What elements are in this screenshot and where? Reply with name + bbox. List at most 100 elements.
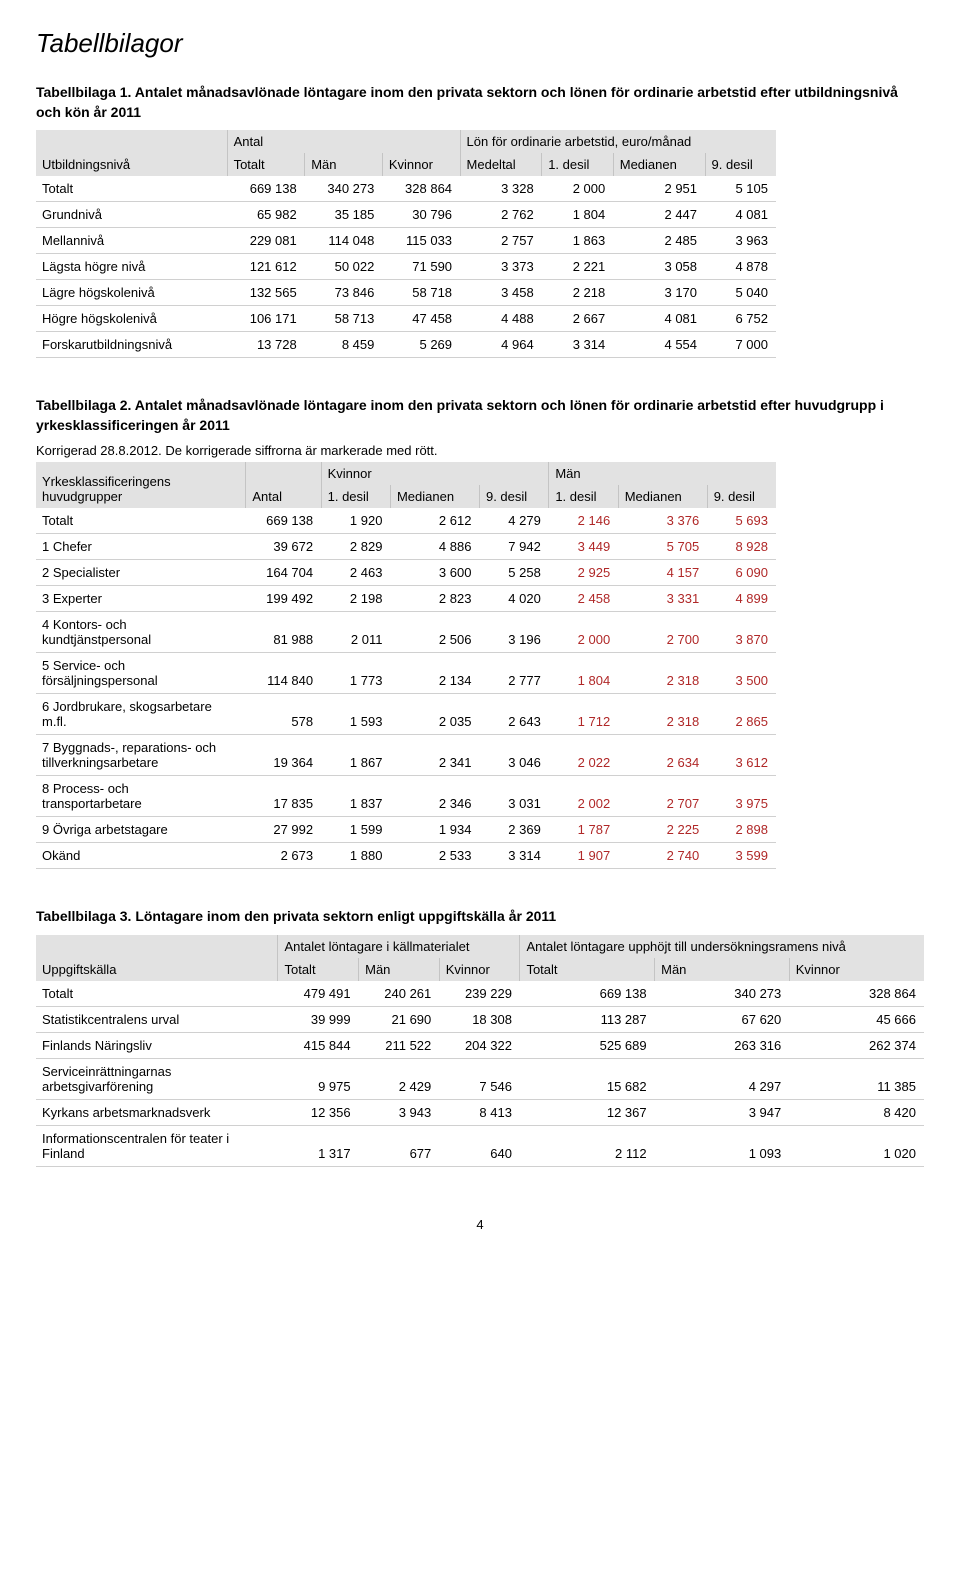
t2-h2-3: 1. desil: [549, 485, 618, 508]
cell: 2 700: [618, 612, 707, 653]
table-row: Forskarutbildningsnivå13 7288 4595 2694 …: [36, 332, 776, 358]
cell: 5 269: [382, 332, 460, 358]
cell: 1 317: [278, 1125, 359, 1166]
cell: 2 740: [618, 843, 707, 869]
cell: 2 707: [618, 776, 707, 817]
row-label: 8 Process- och transportarbetare: [36, 776, 246, 817]
table-row: Informationscentralen för teater i Finla…: [36, 1125, 924, 1166]
row-label: Finlands Näringsliv: [36, 1032, 278, 1058]
cell: 1 920: [321, 508, 390, 534]
page-title: Tabellbilagor: [36, 28, 924, 59]
cell: 2 218: [542, 280, 614, 306]
t3-h-g1: Antalet löntagare i källmaterialet: [278, 935, 520, 958]
row-label: Grundnivå: [36, 202, 227, 228]
cell: 12 356: [278, 1099, 359, 1125]
cell: 2 000: [542, 176, 614, 202]
cell: 50 022: [305, 254, 383, 280]
table-row: 9 Övriga arbetstagare27 9921 5991 9342 3…: [36, 817, 776, 843]
cell: 2 506: [390, 612, 479, 653]
cell: 2 829: [321, 534, 390, 560]
table-row: 3 Experter199 4922 1982 8234 0202 4583 3…: [36, 586, 776, 612]
cell: 204 322: [439, 1032, 520, 1058]
cell: 239 229: [439, 981, 520, 1007]
cell: 3 314: [542, 332, 614, 358]
row-label: Lägre högskolenivå: [36, 280, 227, 306]
cell: 328 864: [789, 981, 924, 1007]
cell: 5 705: [618, 534, 707, 560]
table3-header-row1: Uppgiftskälla Antalet löntagare i källma…: [36, 935, 924, 958]
t1-h-utbildningsniva: Utbildningsnivå: [36, 130, 227, 176]
row-label: Totalt: [36, 981, 278, 1007]
table-row: 5 Service- och försäljningspersonal114 8…: [36, 653, 776, 694]
cell: 27 992: [246, 817, 321, 843]
cell: 81 988: [246, 612, 321, 653]
cell: 106 171: [227, 306, 305, 332]
cell: 39 672: [246, 534, 321, 560]
cell: 1 880: [321, 843, 390, 869]
t3-h-kalla: Uppgiftskälla: [36, 935, 278, 981]
table-row: 4 Kontors- och kundtjänstpersonal81 9882…: [36, 612, 776, 653]
cell: 1 773: [321, 653, 390, 694]
cell: 7 942: [479, 534, 548, 560]
table-row: 7 Byggnads-, reparations- och tillverkni…: [36, 735, 776, 776]
table1-header-row1: Utbildningsnivå Antal Lön för ordinarie …: [36, 130, 776, 153]
cell: 4 899: [707, 586, 776, 612]
cell: 2 667: [542, 306, 614, 332]
cell: 3 170: [613, 280, 705, 306]
cell: 340 273: [655, 981, 790, 1007]
cell: 47 458: [382, 306, 460, 332]
row-label: Högre högskolenivå: [36, 306, 227, 332]
cell: 1 863: [542, 228, 614, 254]
cell: 262 374: [789, 1032, 924, 1058]
table3: Uppgiftskälla Antalet löntagare i källma…: [36, 935, 924, 1167]
cell: 199 492: [246, 586, 321, 612]
cell: 67 620: [655, 1006, 790, 1032]
cell: 3 196: [479, 612, 548, 653]
cell: 2 925: [549, 560, 618, 586]
t2-h2-4: Medianen: [618, 485, 707, 508]
cell: 35 185: [305, 202, 383, 228]
cell: 211 522: [359, 1032, 440, 1058]
cell: 58 718: [382, 280, 460, 306]
cell: 3 612: [707, 735, 776, 776]
cell: 8 459: [305, 332, 383, 358]
cell: 4 081: [613, 306, 705, 332]
table2-title: Tabellbilaga 2. Antalet månadsavlönade l…: [36, 396, 924, 435]
t1-h-lon: Lön för ordinarie arbetstid, euro/månad: [460, 130, 776, 153]
cell: 2 341: [390, 735, 479, 776]
row-label: 1 Chefer: [36, 534, 246, 560]
cell: 1 804: [542, 202, 614, 228]
cell: 13 728: [227, 332, 305, 358]
t3-h2-5: Kvinnor: [789, 958, 924, 981]
cell: 2 112: [520, 1125, 655, 1166]
t1-h2-0: Totalt: [227, 153, 305, 176]
table-row: 1 Chefer39 6722 8294 8867 9423 4495 7058…: [36, 534, 776, 560]
cell: 3 331: [618, 586, 707, 612]
cell: 2 429: [359, 1058, 440, 1099]
t1-h2-5: Medianen: [613, 153, 705, 176]
cell: 1 787: [549, 817, 618, 843]
cell: 71 590: [382, 254, 460, 280]
row-label: 5 Service- och försäljningspersonal: [36, 653, 246, 694]
cell: 2 369: [479, 817, 548, 843]
cell: 2 823: [390, 586, 479, 612]
cell: 3 500: [707, 653, 776, 694]
cell: 4 081: [705, 202, 776, 228]
table-row: Okänd2 6731 8802 5333 3141 9072 7403 599: [36, 843, 776, 869]
cell: 2 146: [549, 508, 618, 534]
t2-h-grupper: Yrkesklassificeringens huvudgrupper: [36, 462, 246, 508]
t3-h2-4: Män: [655, 958, 790, 981]
cell: 3 600: [390, 560, 479, 586]
cell: 5 258: [479, 560, 548, 586]
cell: 11 385: [789, 1058, 924, 1099]
row-label: 3 Experter: [36, 586, 246, 612]
cell: 263 316: [655, 1032, 790, 1058]
t2-h2-5: 9. desil: [707, 485, 776, 508]
row-label: Totalt: [36, 508, 246, 534]
cell: 3 046: [479, 735, 548, 776]
row-label: 6 Jordbrukare, skogsarbetare m.fl.: [36, 694, 246, 735]
cell: 113 287: [520, 1006, 655, 1032]
t1-h2-6: 9. desil: [705, 153, 776, 176]
row-label: Statistikcentralens urval: [36, 1006, 278, 1032]
cell: 2 346: [390, 776, 479, 817]
